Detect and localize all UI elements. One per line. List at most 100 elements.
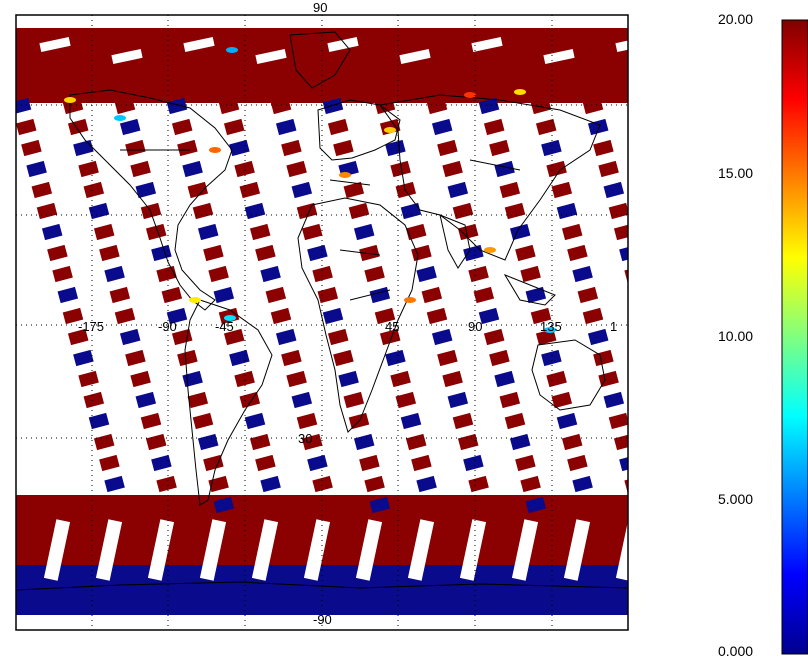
- cap-gap: [111, 48, 143, 65]
- map-plot-area: [16, 15, 702, 630]
- swath-segment: [312, 475, 333, 493]
- swath-segment: [405, 223, 427, 241]
- swath-segment: [296, 412, 318, 430]
- swath-segment: [307, 454, 328, 472]
- swath-segment: [197, 433, 219, 451]
- swath-segment: [582, 97, 604, 115]
- swath-segment: [57, 286, 79, 304]
- swath-segment: [286, 160, 307, 178]
- swath-segment: [608, 412, 628, 430]
- swath-segment: [260, 265, 281, 283]
- swath-segment: [62, 307, 84, 325]
- swath-segment: [327, 328, 349, 346]
- swath-segment: [551, 391, 573, 409]
- swath-segment: [400, 412, 422, 430]
- swath-segment: [431, 118, 453, 136]
- swath-segment: [93, 223, 115, 241]
- swath-segment: [515, 244, 536, 262]
- swath-segment: [270, 307, 292, 325]
- swath-segment: [353, 433, 375, 451]
- swath-segment: [530, 97, 552, 115]
- hotspot: [114, 115, 126, 121]
- swath-segment: [83, 181, 105, 199]
- hotspot: [464, 92, 476, 98]
- swath-segment: [182, 160, 203, 178]
- colorbar-tick-20: 20.00: [718, 11, 753, 27]
- swath-segment: [291, 181, 313, 199]
- band-gap: [615, 519, 628, 581]
- band-gap: [43, 519, 71, 581]
- swath-segment: [177, 349, 198, 367]
- swath-segment: [483, 118, 505, 136]
- swath-segment: [483, 328, 505, 346]
- swath-segment: [379, 328, 401, 346]
- swath-segment: [333, 349, 354, 367]
- swath-segment: [275, 328, 297, 346]
- swath-segment: [192, 412, 214, 430]
- cap-gap: [399, 48, 431, 65]
- swath-segment: [390, 370, 411, 388]
- swath-segment: [572, 475, 593, 493]
- swath-segment: [515, 454, 536, 472]
- swath-segment: [145, 223, 167, 241]
- swath-segment: [520, 265, 541, 283]
- swath-segment: [67, 328, 89, 346]
- swath-segment: [151, 454, 172, 472]
- swath-segment: [343, 391, 365, 409]
- swath-segment: [21, 139, 42, 157]
- lat-label-minus30: 30: [298, 431, 312, 446]
- band-gap: [147, 519, 175, 581]
- swath-segment: [171, 328, 193, 346]
- swath-segment: [223, 328, 245, 346]
- swath-segment: [645, 350, 665, 366]
- lon-label-edge: 1: [610, 319, 617, 334]
- cap-gap: [255, 48, 287, 65]
- swath-segment: [374, 97, 396, 115]
- swath-segment: [255, 454, 276, 472]
- swath-segment: [333, 139, 354, 157]
- swath-segment: [187, 181, 209, 199]
- swath-segment: [229, 349, 250, 367]
- swath-segment: [682, 497, 702, 513]
- swath-segment: [447, 391, 469, 409]
- swath-segment: [504, 412, 526, 430]
- swath-segment: [270, 97, 292, 115]
- swath-segment: [416, 265, 437, 283]
- swath-segment: [213, 496, 235, 514]
- swath-segment: [359, 244, 380, 262]
- swath-segment: [535, 328, 557, 346]
- band-gap: [407, 519, 435, 581]
- band-gap: [563, 519, 591, 581]
- swath-segment: [395, 181, 417, 199]
- swath-segment: [47, 244, 68, 262]
- swath-segment: [364, 265, 385, 283]
- swath-segment: [572, 265, 593, 283]
- graticule-grid: [16, 15, 628, 630]
- swath-segment: [249, 433, 271, 451]
- hotspot: [404, 297, 416, 303]
- swath-segment: [99, 454, 120, 472]
- swath-segment: [338, 370, 359, 388]
- swath-segment: [395, 391, 417, 409]
- continent-outlines: [16, 31, 628, 591]
- swath-segment: [197, 223, 219, 241]
- swath-segment: [635, 308, 655, 324]
- swath-segment: [567, 244, 588, 262]
- hotspot: [384, 127, 396, 133]
- band-gap: [355, 519, 383, 581]
- swath-segment: [275, 118, 297, 136]
- swath-segment: [322, 97, 344, 115]
- swath-segment: [431, 328, 453, 346]
- swath-segment: [104, 475, 125, 493]
- colorbar: 20.00 15.00 10.00 5.000 0.000: [718, 11, 808, 659]
- swath-segment: [520, 475, 541, 493]
- swath-segment: [541, 139, 562, 157]
- swath-segment: [494, 370, 515, 388]
- swath-segment: [166, 307, 188, 325]
- swath-segment: [353, 223, 375, 241]
- swath-segment: [73, 349, 94, 367]
- band-gap: [303, 519, 331, 581]
- swath-segment: [223, 118, 245, 136]
- swath-segment: [229, 139, 250, 157]
- swath-segment: [385, 349, 406, 367]
